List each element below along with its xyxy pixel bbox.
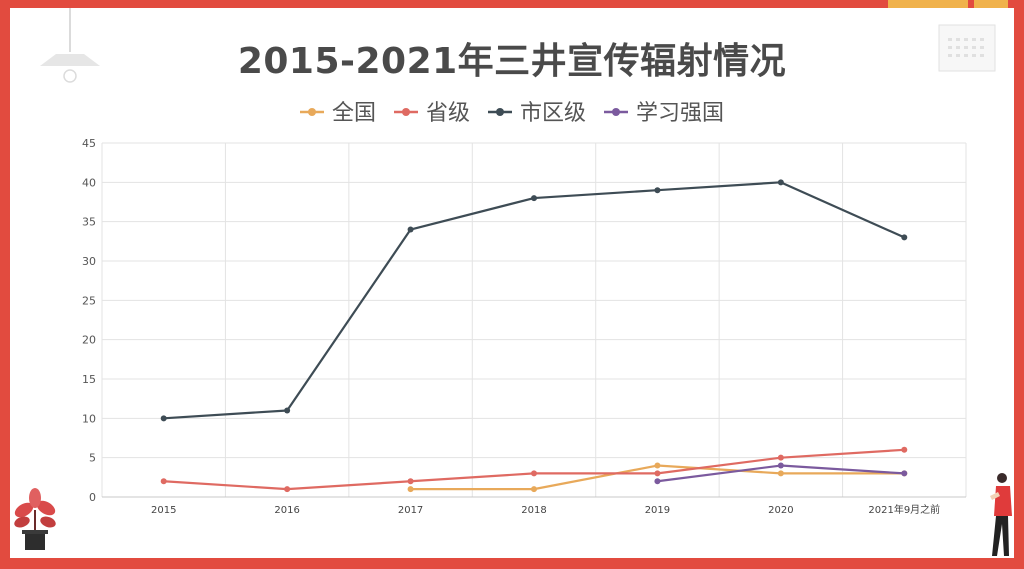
y-tick-label: 35 [82, 216, 96, 229]
y-tick-label: 15 [82, 373, 96, 386]
data-point [654, 462, 661, 469]
y-tick-label: 30 [82, 255, 96, 268]
data-point [777, 179, 784, 186]
data-point [654, 478, 661, 485]
x-tick-label: 2018 [521, 505, 546, 516]
data-point [901, 446, 908, 453]
legend-swatch-dot [402, 108, 410, 116]
y-tick-label: 40 [82, 176, 96, 189]
x-tick-label: 2016 [274, 505, 299, 516]
legend-item[interactable]: 全国 [300, 101, 376, 126]
data-point [407, 486, 414, 493]
x-tick-label: 2017 [398, 505, 423, 516]
data-point [654, 470, 661, 477]
data-point [160, 415, 167, 422]
legend-item[interactable]: 市区级 [488, 101, 586, 126]
legend-swatch-dot [496, 108, 504, 116]
data-point [531, 470, 537, 477]
potted-plant-icon [14, 488, 56, 550]
x-tick-label: 2019 [645, 505, 670, 516]
y-tick-label: 10 [82, 412, 96, 425]
legend-label: 学习强国 [636, 101, 724, 126]
data-point [160, 478, 167, 485]
data-point [901, 470, 908, 477]
grid-lines [101, 142, 967, 498]
data-point [777, 462, 784, 469]
legend: 全国 省级 市区级 学习强国 [300, 101, 724, 126]
calendar-icon [938, 24, 996, 72]
axis-labels: 0 5 10 15 20 25 30 35 40 45 2015 2016 2017 2018 2019 20… [82, 137, 940, 516]
y-tick-label: 0 [89, 491, 96, 504]
slide-canvas: 2015-2021年三井宣传辐射情况 [10, 8, 1014, 558]
legend-label: 全国 [332, 101, 376, 126]
chart-title: 2015-2021年三井宣传辐射情况 [237, 41, 787, 82]
series-lines [160, 179, 908, 493]
person-icon [990, 473, 1012, 556]
lamp-icon [40, 8, 100, 83]
legend-item[interactable]: 学习强国 [604, 101, 724, 126]
y-tick-label: 5 [89, 452, 96, 465]
y-tick-label: 45 [82, 137, 96, 150]
data-point [777, 454, 784, 461]
data-point [407, 226, 414, 233]
series-line [163, 448, 905, 491]
data-point [777, 470, 784, 477]
data-point [407, 478, 414, 485]
x-tick-label: 2021年9月之前 [868, 503, 940, 516]
x-tick-label: 2020 [768, 505, 793, 516]
y-tick-label: 20 [82, 334, 96, 347]
legend-swatch-dot [308, 108, 316, 116]
y-tick-label: 25 [82, 294, 96, 307]
x-tick-label: 2015 [151, 505, 176, 516]
data-point [531, 486, 537, 493]
data-point [284, 407, 291, 414]
legend-label: 市区级 [520, 101, 586, 126]
legend-label: 省级 [426, 101, 470, 126]
data-point [531, 195, 537, 202]
legend-item[interactable]: 省级 [394, 101, 470, 126]
data-point [654, 187, 661, 194]
data-point [901, 234, 908, 241]
legend-swatch-dot [612, 108, 620, 116]
data-point [284, 486, 291, 493]
